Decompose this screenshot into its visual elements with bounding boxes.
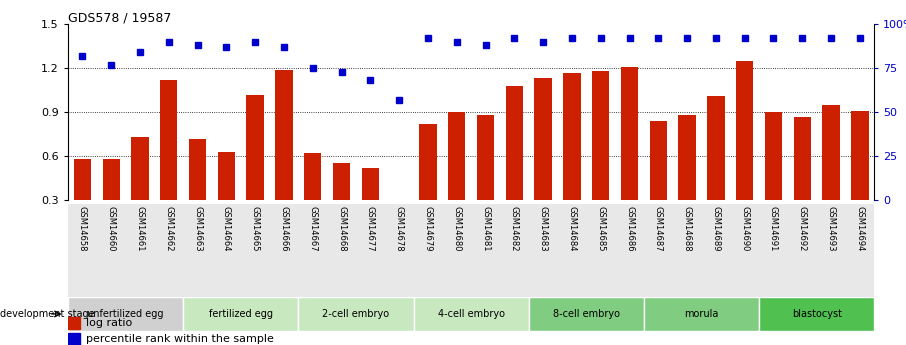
Bar [823, 105, 840, 244]
Text: GSM14666: GSM14666 [279, 206, 288, 251]
Bar [529, 297, 644, 331]
Bar [621, 67, 638, 244]
Text: GSM14680: GSM14680 [452, 206, 461, 251]
Text: GSM14694: GSM14694 [855, 206, 864, 251]
Text: fertilized egg: fertilized egg [208, 309, 273, 319]
Bar [736, 61, 753, 244]
Bar [68, 297, 183, 331]
Text: GSM14667: GSM14667 [308, 206, 317, 251]
Bar [68, 333, 80, 345]
Text: GSM14688: GSM14688 [682, 206, 691, 251]
Text: GSM14687: GSM14687 [654, 206, 663, 251]
Bar [592, 71, 610, 244]
Text: GSM14665: GSM14665 [251, 206, 260, 251]
Bar [217, 152, 235, 244]
Bar [852, 111, 869, 244]
Text: GSM14690: GSM14690 [740, 206, 749, 251]
Text: GSM14662: GSM14662 [164, 206, 173, 251]
Text: GSM14677: GSM14677 [366, 206, 375, 251]
Text: GDS578 / 19587: GDS578 / 19587 [68, 11, 171, 24]
Text: GSM14658: GSM14658 [78, 206, 87, 251]
Bar [419, 124, 437, 244]
Bar [68, 317, 80, 329]
Bar [794, 117, 811, 244]
Bar [448, 112, 466, 244]
Text: log ratio: log ratio [86, 318, 132, 328]
Text: GSM14684: GSM14684 [567, 206, 576, 251]
Bar [333, 164, 350, 244]
Text: GSM14668: GSM14668 [337, 206, 346, 251]
Text: GSM14661: GSM14661 [135, 206, 144, 251]
Bar [160, 80, 178, 244]
Bar [298, 297, 413, 331]
Text: GSM14660: GSM14660 [107, 206, 116, 251]
Bar [564, 72, 581, 244]
Bar [759, 297, 874, 331]
Text: GSM14692: GSM14692 [798, 206, 807, 251]
Bar [361, 168, 379, 244]
Text: development stage: development stage [0, 309, 94, 319]
Text: GSM14691: GSM14691 [769, 206, 778, 251]
Text: GSM14685: GSM14685 [596, 206, 605, 251]
Bar [477, 115, 494, 244]
Bar [535, 78, 552, 244]
Bar [390, 200, 408, 244]
Text: blastocyst: blastocyst [792, 309, 842, 319]
Text: 8-cell embryo: 8-cell embryo [553, 309, 620, 319]
Bar [765, 112, 782, 244]
Text: GSM14664: GSM14664 [222, 206, 231, 251]
Bar [644, 297, 759, 331]
Bar [188, 138, 207, 244]
Bar [246, 95, 264, 244]
Text: GSM14686: GSM14686 [625, 206, 634, 251]
Bar [413, 297, 529, 331]
Bar [304, 153, 322, 244]
Text: 2-cell embryo: 2-cell embryo [323, 309, 390, 319]
Bar [506, 86, 523, 244]
Bar [102, 159, 120, 244]
Text: GSM14682: GSM14682 [510, 206, 519, 251]
Text: morula: morula [684, 309, 718, 319]
Bar [73, 159, 91, 244]
Text: GSM14689: GSM14689 [711, 206, 720, 251]
Bar [708, 96, 725, 244]
Text: 4-cell embryo: 4-cell embryo [438, 309, 505, 319]
Text: GSM14679: GSM14679 [423, 206, 432, 251]
Bar [275, 70, 293, 244]
Bar [650, 121, 667, 244]
Text: GSM14683: GSM14683 [538, 206, 547, 251]
Text: percentile rank within the sample: percentile rank within the sample [86, 334, 274, 344]
Text: GSM14663: GSM14663 [193, 206, 202, 251]
Bar [183, 297, 298, 331]
Text: GSM14678: GSM14678 [395, 206, 404, 251]
Bar [679, 115, 696, 244]
Text: GSM14693: GSM14693 [826, 206, 835, 251]
Bar [131, 137, 149, 244]
Text: unfertilized egg: unfertilized egg [87, 309, 164, 319]
Text: GSM14681: GSM14681 [481, 206, 490, 251]
